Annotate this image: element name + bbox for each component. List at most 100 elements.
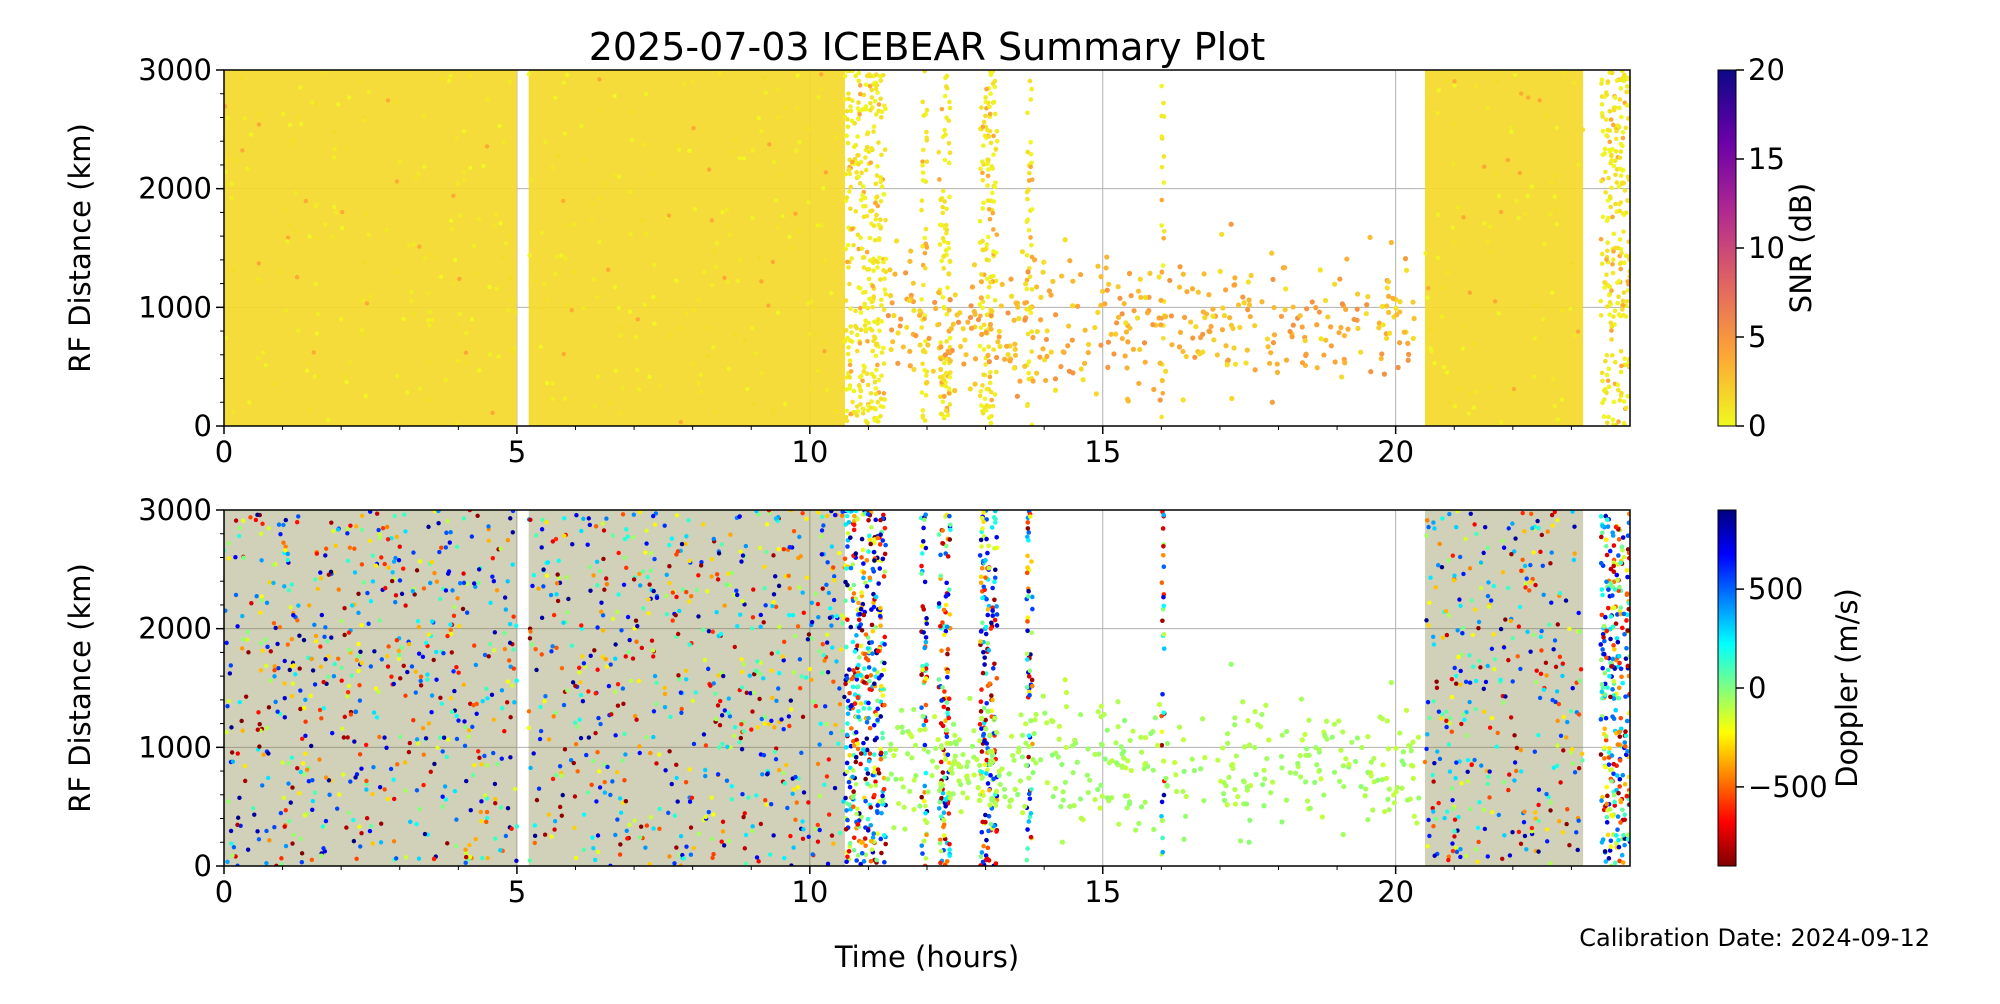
doppler-point — [531, 751, 535, 755]
doppler-point — [1018, 778, 1023, 783]
doppler-point — [1558, 780, 1562, 784]
snr-point — [507, 234, 511, 238]
doppler-point — [571, 680, 575, 684]
snr-point — [1028, 79, 1033, 84]
snr-point — [706, 325, 710, 329]
snr-point — [978, 219, 983, 224]
doppler-point — [882, 787, 887, 792]
doppler-point — [414, 669, 418, 673]
snr-point — [907, 259, 912, 264]
doppler-point — [787, 574, 791, 578]
doppler-point — [882, 635, 887, 640]
doppler-point — [667, 749, 671, 753]
doppler-point — [345, 531, 349, 535]
snr-point — [854, 209, 859, 214]
doppler-point — [980, 850, 985, 855]
snr-point — [993, 392, 998, 397]
snr-point — [637, 387, 641, 391]
snr-point — [1282, 307, 1287, 312]
doppler-point — [562, 534, 566, 538]
doppler-point — [286, 642, 290, 646]
doppler-point — [1025, 652, 1030, 657]
doppler-point — [356, 611, 360, 615]
snr-point — [878, 226, 883, 231]
snr-point — [939, 412, 944, 417]
snr-point — [1282, 265, 1287, 270]
snr-point — [968, 303, 973, 308]
doppler-point — [593, 858, 597, 862]
doppler-point — [992, 597, 997, 602]
snr-point — [948, 358, 953, 363]
snr-point — [608, 401, 612, 405]
doppler-point — [981, 793, 986, 798]
snr-point — [797, 140, 801, 144]
snr-point — [454, 325, 458, 329]
doppler-point — [1416, 795, 1421, 800]
doppler-point — [990, 608, 995, 613]
doppler-point — [302, 638, 306, 642]
doppler-point — [1551, 523, 1555, 527]
snr-point — [1236, 302, 1241, 307]
snr-point — [412, 242, 416, 246]
snr-point — [903, 270, 908, 275]
snr-point — [988, 381, 993, 386]
doppler-point — [1462, 718, 1466, 722]
doppler-point — [837, 686, 841, 690]
snr-point — [1122, 301, 1127, 306]
doppler-point — [1025, 571, 1030, 576]
snr-point — [979, 279, 984, 284]
doppler-point — [1609, 838, 1614, 843]
doppler-point — [510, 684, 514, 688]
snr-point — [1044, 354, 1049, 359]
doppler-point — [816, 839, 820, 843]
doppler-point — [687, 642, 691, 646]
snr-point — [1233, 362, 1238, 367]
doppler-point — [866, 701, 871, 706]
doppler-point — [816, 615, 820, 619]
snr-point — [1624, 126, 1629, 131]
doppler-point — [879, 684, 884, 689]
snr-point — [1222, 313, 1227, 318]
snr-point — [506, 308, 510, 312]
doppler-point — [648, 751, 652, 755]
doppler-point — [1431, 779, 1435, 783]
doppler-point — [1498, 678, 1502, 682]
doppler-point — [922, 747, 927, 752]
doppler-point — [274, 626, 278, 630]
snr-point — [943, 75, 948, 80]
snr-ytick-label: 2000 — [138, 172, 212, 206]
snr-point — [1034, 284, 1039, 289]
snr-point — [877, 328, 882, 333]
doppler-point — [1610, 593, 1615, 598]
snr-point — [1161, 236, 1166, 241]
doppler-point — [1431, 824, 1435, 828]
doppler-point — [922, 799, 927, 804]
doppler-point — [1619, 666, 1624, 671]
snr-point — [981, 124, 986, 129]
doppler-point — [1558, 591, 1562, 595]
doppler-point — [990, 613, 995, 618]
doppler-point — [1483, 827, 1487, 831]
doppler-point — [776, 650, 780, 654]
snr-point — [291, 138, 295, 142]
doppler-point — [297, 633, 301, 637]
doppler-point — [980, 770, 985, 775]
doppler-point — [1045, 780, 1050, 785]
doppler-point — [534, 533, 538, 537]
snr-point — [304, 199, 308, 203]
snr-point — [947, 308, 952, 313]
doppler-point — [282, 796, 286, 800]
doppler-point — [1531, 550, 1535, 554]
doppler-point — [1160, 618, 1165, 623]
snr-point — [852, 144, 857, 149]
doppler-point — [410, 664, 414, 668]
snr-point — [1129, 293, 1134, 298]
snr-point — [310, 100, 314, 104]
doppler-point — [993, 567, 998, 572]
doppler-point — [402, 664, 406, 668]
snr-point — [1423, 251, 1427, 255]
snr-point — [1411, 336, 1416, 341]
doppler-point — [807, 835, 811, 839]
